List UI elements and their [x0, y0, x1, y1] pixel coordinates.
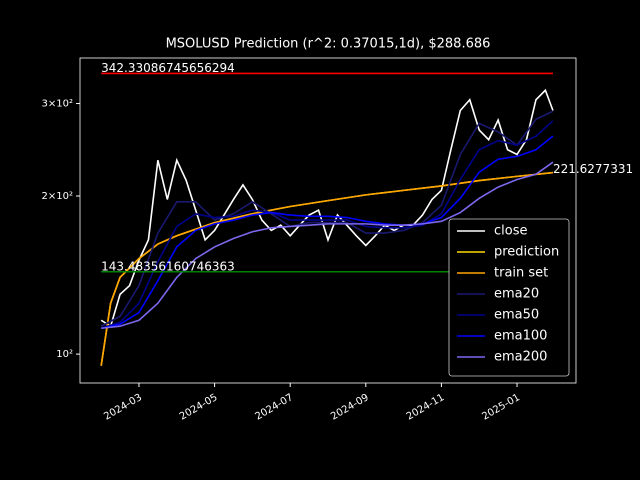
chart-title: MSOLUSD Prediction (r^2: 0.37015,1d), $2… — [166, 37, 491, 52]
line-series — [101, 161, 554, 330]
legend-label: ema200 — [494, 350, 547, 365]
legend-label: ema100 — [494, 329, 547, 344]
axes-frame — [79, 57, 577, 384]
end-value-label: 221.6277331 — [553, 162, 633, 176]
y-tick-label: 10² — [56, 349, 73, 360]
line-series — [100, 110, 554, 327]
x-tick-label: 2024-07 — [253, 392, 295, 422]
x-tick-label: 2024-03 — [102, 392, 144, 422]
legend-label: close — [494, 224, 527, 239]
x-tick-label: 2024-11 — [405, 392, 447, 422]
legend-label: train set — [494, 266, 548, 281]
x-tick-label: 2025-01 — [480, 392, 522, 422]
plot-area — [100, 72, 554, 366]
legend-label: prediction — [494, 245, 559, 260]
legend-label: ema50 — [494, 308, 539, 323]
x-tick-label: 2024-05 — [178, 392, 220, 422]
line-series — [101, 135, 554, 330]
line-series — [100, 171, 554, 366]
line-series — [100, 88, 554, 328]
x-tick-label: 2024-09 — [329, 392, 371, 422]
legend-label: ema20 — [494, 287, 539, 302]
reference-label: 143.48356160746363 — [101, 259, 235, 273]
y-tick-label: 3×10² — [42, 99, 73, 110]
reference-label: 342.33086745656294 — [101, 61, 235, 75]
line-series — [100, 120, 554, 330]
y-tick-label: 2×10² — [42, 191, 73, 202]
